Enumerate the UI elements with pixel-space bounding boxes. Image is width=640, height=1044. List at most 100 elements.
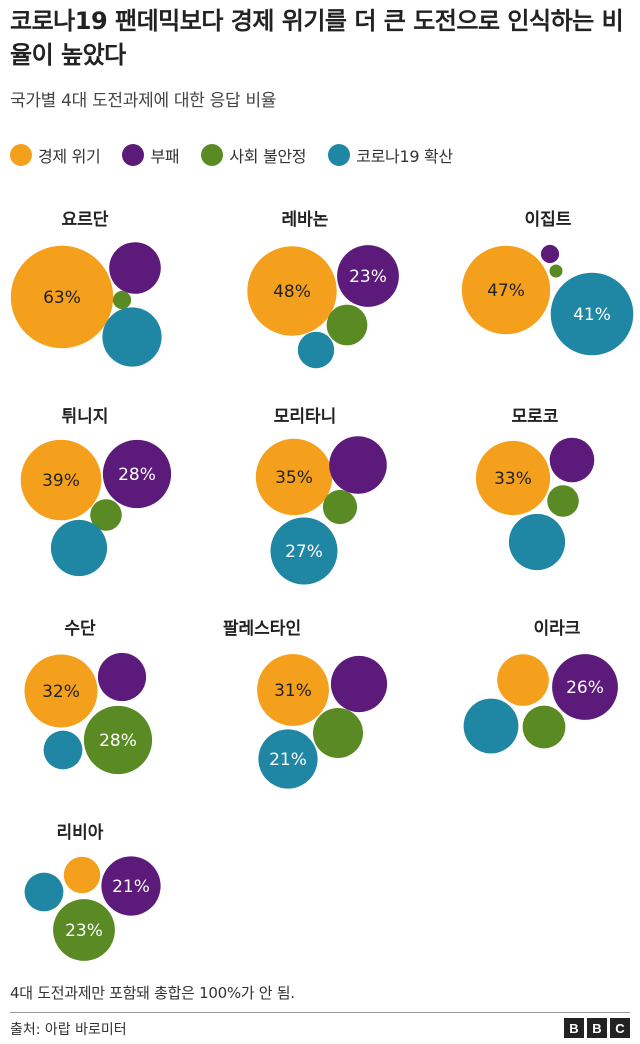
country-name: 튀니지 <box>62 407 109 427</box>
country-name: 요르단 <box>62 210 109 230</box>
legend-item-corruption: 부패 <box>122 143 180 167</box>
bubble-value-label: 63% <box>43 288 81 308</box>
bubble-covid <box>102 307 162 367</box>
bubble-instability <box>549 264 563 278</box>
bubble-instability <box>90 499 122 531</box>
bubble-economy <box>497 654 549 706</box>
bbc-logo-letter-1: B <box>564 1018 584 1038</box>
bubble-value-label: 32% <box>42 682 80 702</box>
bubble-value-label: 41% <box>573 305 611 325</box>
country-cluster: 모리타니 35% 27% <box>255 407 387 585</box>
legend-item-covid: 코로나19 확산 <box>328 143 453 167</box>
bubble-instability <box>83 705 153 775</box>
legend: 경제 위기 부패 사회 불안정 코로나19 확산 <box>10 141 475 169</box>
bubble-corruption <box>549 437 595 483</box>
bubble-corruption <box>337 245 399 307</box>
country-name: 모리타니 <box>274 407 337 427</box>
bubble-economy <box>461 245 551 335</box>
bubble-instability <box>53 899 115 961</box>
bubble-economy <box>255 438 333 516</box>
bubble-economy <box>63 856 101 894</box>
bubble-value-label: 47% <box>487 281 525 301</box>
bubble-covid <box>258 729 318 789</box>
bubble-value-label: 26% <box>566 678 604 698</box>
bubble-economy <box>10 245 114 349</box>
bubble-value-label: 33% <box>494 469 532 489</box>
country-cluster: 요르단 63% <box>10 210 162 367</box>
bubble-value-label: 48% <box>273 282 311 302</box>
bubble-covid <box>50 519 108 577</box>
bubble-instability <box>522 705 566 749</box>
bubble-value-label: 21% <box>269 750 307 770</box>
bubble-corruption <box>102 439 172 509</box>
bubble-covid <box>463 698 519 754</box>
bubble-economy <box>257 654 329 726</box>
bubble-corruption <box>101 856 161 916</box>
bubble-value-label: 39% <box>42 471 80 491</box>
legend-item-instability: 사회 불안정 <box>201 143 307 167</box>
bubble-covid <box>508 513 566 571</box>
bubble-covid <box>550 272 634 356</box>
chart-title: 코로나19 팬데믹보다 경제 위기를 더 큰 도전으로 인식하는 비율이 높았다 <box>10 7 624 69</box>
footnote: 4대 도전과제만 포함돼 총합은 100%가 안 됨. <box>10 984 295 1002</box>
bubble-instability <box>313 708 363 758</box>
bubble-instability <box>547 485 579 517</box>
bubble-value-label: 27% <box>285 542 323 562</box>
bubble-covid <box>270 517 338 585</box>
bubble-corruption <box>109 242 161 294</box>
country-cluster: 리비아 21% 23% <box>24 823 161 961</box>
bubble-economy <box>475 440 551 516</box>
bubble-value-label: 28% <box>118 465 156 485</box>
legend-swatch-economy <box>10 144 32 166</box>
legend-label-economy: 경제 위기 <box>38 147 101 166</box>
bubble-covid <box>297 331 335 369</box>
bubble-covid <box>24 872 64 912</box>
bubble-economy <box>24 654 98 728</box>
country-cluster: 튀니지 39% 28% <box>20 407 172 577</box>
source-note: 출처: 아랍 바로미터 <box>10 1022 127 1038</box>
bubble-corruption <box>97 652 147 702</box>
bbc-logo-letter-3: C <box>610 1018 630 1038</box>
country-name: 모로코 <box>512 407 559 427</box>
legend-label-corruption: 부패 <box>150 147 180 166</box>
bubble-covid <box>43 730 83 770</box>
divider <box>10 1012 630 1013</box>
legend-swatch-instability <box>201 144 224 166</box>
bubble-value-label: 23% <box>65 921 103 941</box>
bubble-value-label: 28% <box>99 731 137 751</box>
legend-label-covid: 코로나19 확산 <box>356 147 453 166</box>
bubble-value-label: 21% <box>112 877 150 897</box>
country-name: 수단 <box>64 619 96 639</box>
bubble-value-label: 31% <box>274 681 312 701</box>
country-cluster: 팔레스타인 31% 21% <box>223 619 388 789</box>
chart-subtitle: 국가별 4대 도전과제에 대한 응답 비율 <box>10 91 277 111</box>
bubble-corruption <box>540 244 560 264</box>
legend-label-instability: 사회 불안정 <box>229 147 307 166</box>
bubble-value-label: 35% <box>275 468 313 488</box>
bbc-logo-letter-2: B <box>587 1018 607 1038</box>
country-name: 이집트 <box>525 210 572 230</box>
legend-item-economy: 경제 위기 <box>10 143 101 167</box>
country-name: 레바논 <box>282 210 329 230</box>
bubble-corruption <box>329 436 387 494</box>
country-cluster: 이집트 47% 41% <box>461 210 634 356</box>
bubble-value-label: 23% <box>349 267 387 287</box>
bbc-logo: B B C <box>561 1018 630 1038</box>
bubble-corruption <box>330 655 388 713</box>
country-cluster: 이라크 26% <box>463 619 618 754</box>
bubble-chart: 요르단 63% 레바논 48% 23% 이집트 47% 41% 튀니지 39% 28% 모리타니 35%… <box>10 210 634 961</box>
country-cluster: 수단 32% 28% <box>24 619 153 775</box>
legend-swatch-covid <box>328 144 351 166</box>
bubble-economy <box>20 439 102 521</box>
bubble-corruption <box>552 654 618 720</box>
bubble-instability <box>112 290 132 310</box>
bubble-instability <box>326 304 368 346</box>
legend-swatch-corruption <box>122 144 145 166</box>
bubble-economy <box>247 246 337 336</box>
country-name: 리비아 <box>57 823 104 843</box>
bubble-instability <box>322 489 358 525</box>
country-cluster: 레바논 48% 23% <box>247 210 399 369</box>
country-name: 이라크 <box>534 619 581 639</box>
country-cluster: 모로코 33% <box>475 407 595 571</box>
country-name: 팔레스타인 <box>223 619 301 639</box>
